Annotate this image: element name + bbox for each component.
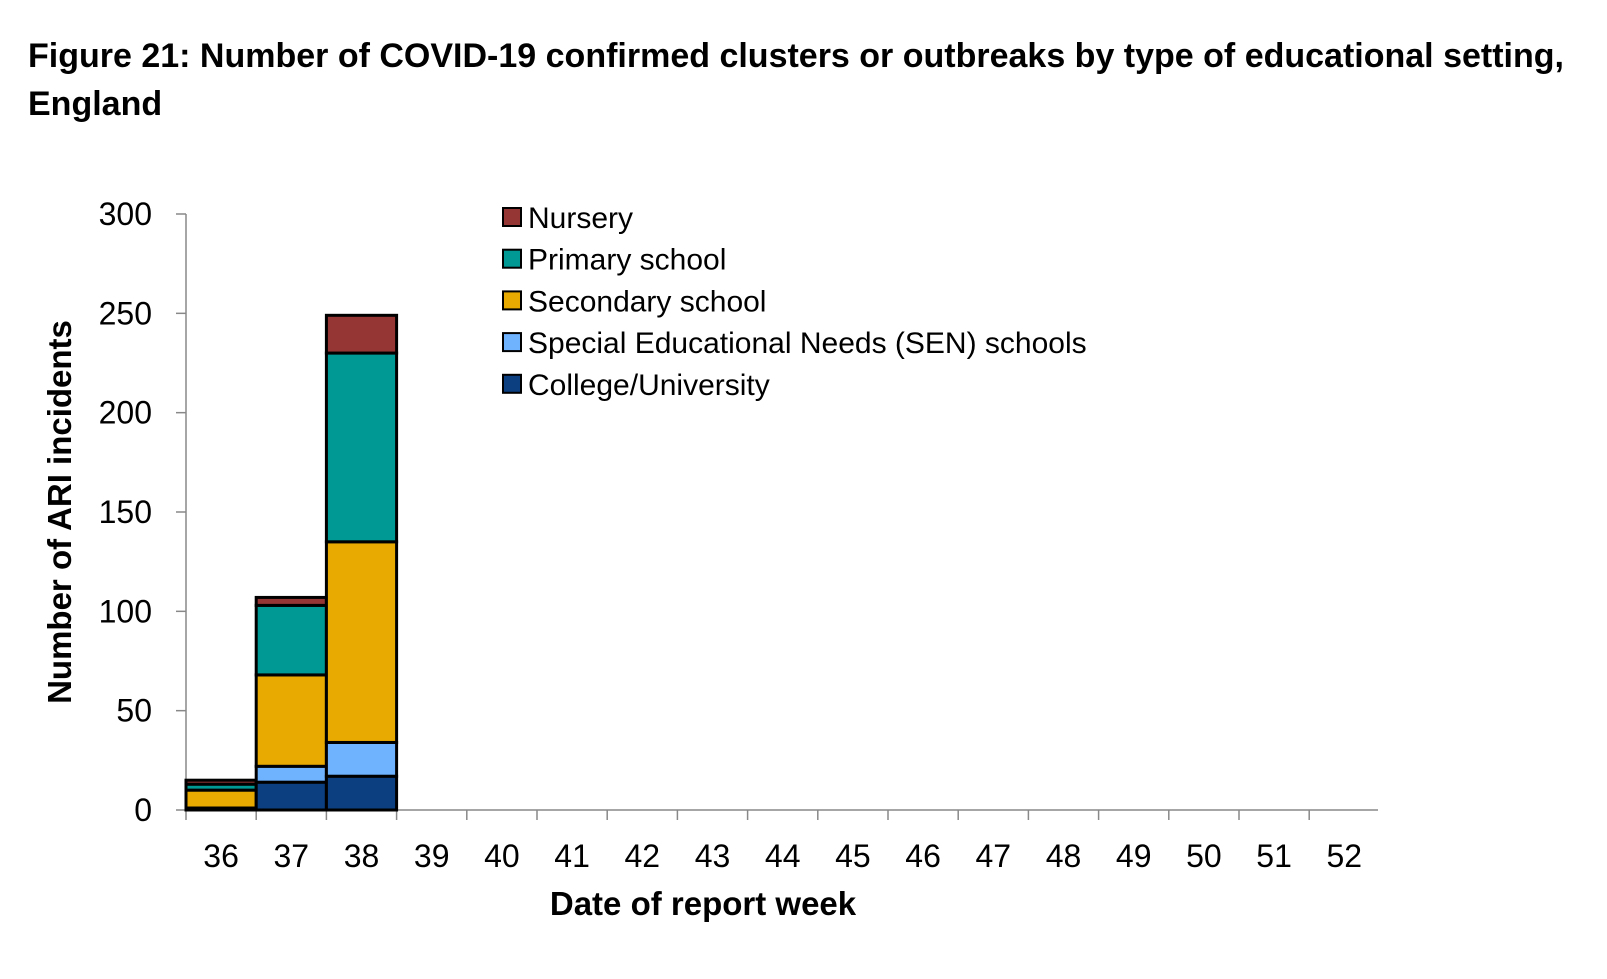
x-tick-label: 52 — [1327, 838, 1363, 874]
bar-segment — [324, 313, 399, 355]
legend-label: Nursery — [528, 202, 633, 235]
bar-segment — [254, 780, 328, 812]
x-tick-label: 50 — [1186, 838, 1222, 874]
x-tick-label: 45 — [835, 838, 871, 874]
bar-segment — [324, 740, 399, 778]
legend-swatch — [502, 290, 522, 311]
x-tick-label: 38 — [344, 838, 380, 874]
x-tick-label: 40 — [484, 838, 520, 874]
y-tick-label: 100 — [99, 593, 152, 629]
y-tick-label: 0 — [134, 792, 152, 828]
bar-segment — [324, 540, 399, 744]
x-tick-label: 42 — [625, 838, 661, 874]
y-tick-label: 50 — [116, 693, 152, 729]
y-tick-label: 300 — [99, 196, 152, 232]
y-axis: 0 50 100 150 200 250 300 — [99, 196, 187, 828]
bar-segment — [254, 603, 328, 677]
x-tick-label: 37 — [274, 838, 310, 874]
legend-label: College/University — [528, 369, 770, 402]
x-axis-title: Date of report week — [550, 885, 857, 922]
bar-segment — [324, 774, 399, 812]
bar-segment — [254, 764, 328, 784]
x-tick-label: 48 — [1046, 838, 1082, 874]
bar-segment — [184, 788, 258, 810]
x-tick-label: 51 — [1256, 838, 1292, 874]
bar-segment — [254, 673, 328, 768]
x-tick-label: 39 — [414, 838, 450, 874]
bars — [184, 313, 399, 812]
figure-title: Figure 21: Number of COVID-19 confirmed … — [28, 37, 1564, 123]
y-tick-label: 150 — [99, 494, 152, 530]
x-tick-label: 46 — [905, 838, 941, 874]
x-tick-label: 43 — [695, 838, 731, 874]
bar-segment — [324, 351, 399, 544]
y-axis-title: Number of ARI incidents — [41, 320, 78, 704]
x-tick-label: 49 — [1116, 838, 1152, 874]
legend-label: Secondary school — [528, 285, 766, 318]
bar-segment — [184, 778, 258, 786]
legend-swatch — [502, 332, 522, 353]
legend: Nursery Primary school Secondary school Spe… — [502, 202, 1087, 402]
y-tick-label: 200 — [99, 395, 152, 431]
y-tick-label: 250 — [99, 295, 152, 331]
x-axis: 36 37 38 39 40 41 42 43 44 45 46 47 48 49 50 51 52 — [185, 809, 1378, 874]
x-tick-label: 36 — [203, 838, 239, 874]
x-tick-label: 47 — [976, 838, 1012, 874]
legend-label: Special Educational Needs (SEN) schools — [528, 327, 1087, 360]
x-tick-label: 44 — [765, 838, 801, 874]
legend-label: Primary school — [528, 244, 726, 277]
legend-swatch — [502, 248, 522, 269]
legend-swatch — [502, 373, 522, 394]
legend-swatch — [502, 207, 522, 227]
x-tick-label: 41 — [554, 838, 590, 874]
bar-segment — [254, 595, 328, 607]
